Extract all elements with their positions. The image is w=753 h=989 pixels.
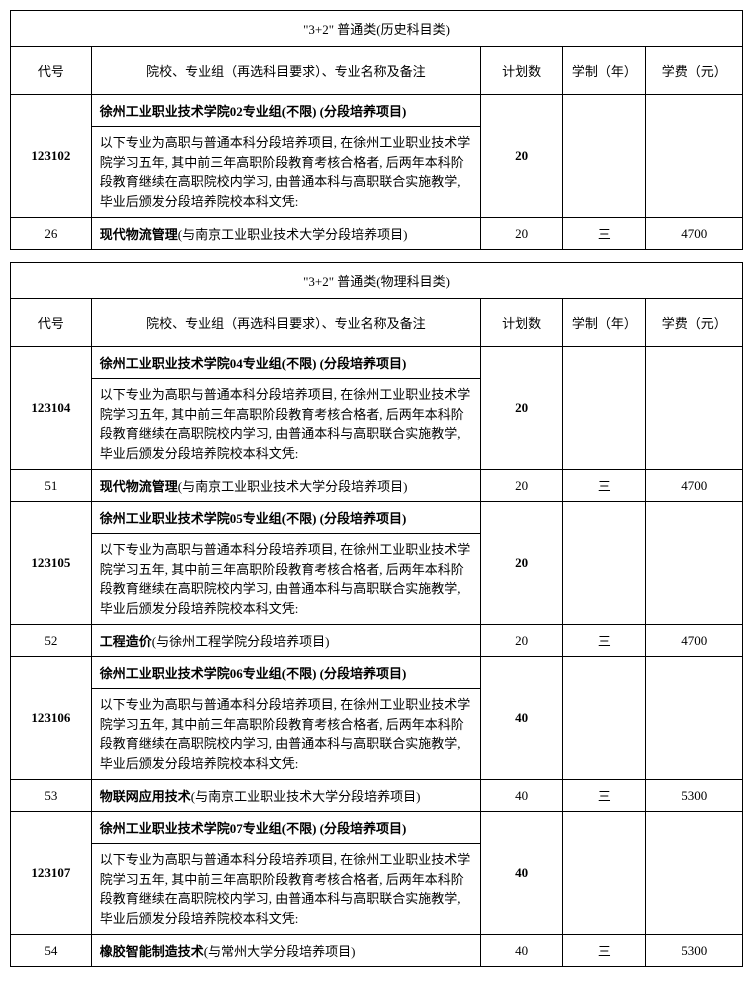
major-fee: 5300 — [646, 935, 743, 967]
major-cell: 橡胶智能制造技术(与常州大学分段培养项目) — [91, 935, 480, 967]
major-code: 52 — [11, 625, 92, 657]
group-fee-empty — [646, 657, 743, 780]
major-years: 三 — [563, 218, 646, 250]
group-description: 以下专业为高职与普通本科分段培养项目, 在徐州工业职业技术学院学习五年, 其中前… — [91, 844, 480, 935]
column-header: 院校、专业组（再选科目要求）、专业名称及备注 — [91, 299, 480, 347]
group-code: 123104 — [11, 347, 92, 470]
column-header: 代号 — [11, 299, 92, 347]
major-years: 三 — [563, 780, 646, 812]
major-years: 三 — [563, 935, 646, 967]
major-suffix: (与徐州工程学院分段培养项目) — [152, 634, 330, 649]
major-suffix: (与常州大学分段培养项目) — [204, 944, 356, 959]
major-suffix: (与南京工业职业技术大学分段培养项目) — [178, 227, 408, 242]
group-title: 徐州工业职业技术学院07专业组(不限) (分段培养项目) — [91, 812, 480, 844]
tables-container: "3+2" 普通类(历史科目类)代号院校、专业组（再选科目要求）、专业名称及备注… — [10, 10, 743, 967]
major-plan: 20 — [480, 218, 562, 250]
major-cell: 现代物流管理(与南京工业职业技术大学分段培养项目) — [91, 218, 480, 250]
major-plan: 20 — [480, 470, 562, 502]
group-years-empty — [563, 347, 646, 470]
table-title: "3+2" 普通类(历史科目类) — [11, 11, 743, 47]
major-plan: 40 — [480, 780, 562, 812]
group-description: 以下专业为高职与普通本科分段培养项目, 在徐州工业职业技术学院学习五年, 其中前… — [91, 379, 480, 470]
group-plan: 40 — [480, 657, 562, 780]
group-title: 徐州工业职业技术学院05专业组(不限) (分段培养项目) — [91, 502, 480, 534]
major-fee: 5300 — [646, 780, 743, 812]
major-cell: 物联网应用技术(与南京工业职业技术大学分段培养项目) — [91, 780, 480, 812]
group-title: 徐州工业职业技术学院06专业组(不限) (分段培养项目) — [91, 657, 480, 689]
group-description: 以下专业为高职与普通本科分段培养项目, 在徐州工业职业技术学院学习五年, 其中前… — [91, 689, 480, 780]
major-cell: 工程造价(与徐州工程学院分段培养项目) — [91, 625, 480, 657]
major-name: 现代物流管理 — [100, 227, 178, 242]
major-suffix: (与南京工业职业技术大学分段培养项目) — [191, 789, 421, 804]
group-code: 123107 — [11, 812, 92, 935]
major-fee: 4700 — [646, 218, 743, 250]
major-cell: 现代物流管理(与南京工业职业技术大学分段培养项目) — [91, 470, 480, 502]
major-name: 物联网应用技术 — [100, 789, 191, 804]
major-code: 53 — [11, 780, 92, 812]
major-suffix: (与南京工业职业技术大学分段培养项目) — [178, 479, 408, 494]
group-description: 以下专业为高职与普通本科分段培养项目, 在徐州工业职业技术学院学习五年, 其中前… — [91, 534, 480, 625]
column-header: 计划数 — [480, 47, 562, 95]
group-title: 徐州工业职业技术学院04专业组(不限) (分段培养项目) — [91, 347, 480, 379]
column-header: 学制（年） — [563, 299, 646, 347]
group-description: 以下专业为高职与普通本科分段培养项目, 在徐州工业职业技术学院学习五年, 其中前… — [91, 127, 480, 218]
group-code: 123102 — [11, 95, 92, 218]
group-plan: 20 — [480, 502, 562, 625]
major-name: 现代物流管理 — [100, 479, 178, 494]
admission-table: "3+2" 普通类(物理科目类)代号院校、专业组（再选科目要求）、专业名称及备注… — [10, 262, 743, 967]
major-plan: 40 — [480, 935, 562, 967]
major-fee: 4700 — [646, 470, 743, 502]
major-plan: 20 — [480, 625, 562, 657]
major-years: 三 — [563, 470, 646, 502]
group-fee-empty — [646, 347, 743, 470]
major-code: 51 — [11, 470, 92, 502]
group-code: 123105 — [11, 502, 92, 625]
group-fee-empty — [646, 502, 743, 625]
major-code: 26 — [11, 218, 92, 250]
major-name: 橡胶智能制造技术 — [100, 944, 204, 959]
admission-table: "3+2" 普通类(历史科目类)代号院校、专业组（再选科目要求）、专业名称及备注… — [10, 10, 743, 250]
major-name: 工程造价 — [100, 634, 152, 649]
group-years-empty — [563, 812, 646, 935]
major-code: 54 — [11, 935, 92, 967]
column-header: 院校、专业组（再选科目要求）、专业名称及备注 — [91, 47, 480, 95]
major-years: 三 — [563, 625, 646, 657]
group-fee-empty — [646, 95, 743, 218]
group-plan: 40 — [480, 812, 562, 935]
group-years-empty — [563, 95, 646, 218]
group-plan: 20 — [480, 347, 562, 470]
column-header: 学费（元） — [646, 299, 743, 347]
column-header: 代号 — [11, 47, 92, 95]
group-plan: 20 — [480, 95, 562, 218]
group-years-empty — [563, 502, 646, 625]
column-header: 学制（年） — [563, 47, 646, 95]
column-header: 学费（元） — [646, 47, 743, 95]
table-title: "3+2" 普通类(物理科目类) — [11, 263, 743, 299]
group-title: 徐州工业职业技术学院02专业组(不限) (分段培养项目) — [91, 95, 480, 127]
column-header: 计划数 — [480, 299, 562, 347]
group-code: 123106 — [11, 657, 92, 780]
group-years-empty — [563, 657, 646, 780]
group-fee-empty — [646, 812, 743, 935]
major-fee: 4700 — [646, 625, 743, 657]
